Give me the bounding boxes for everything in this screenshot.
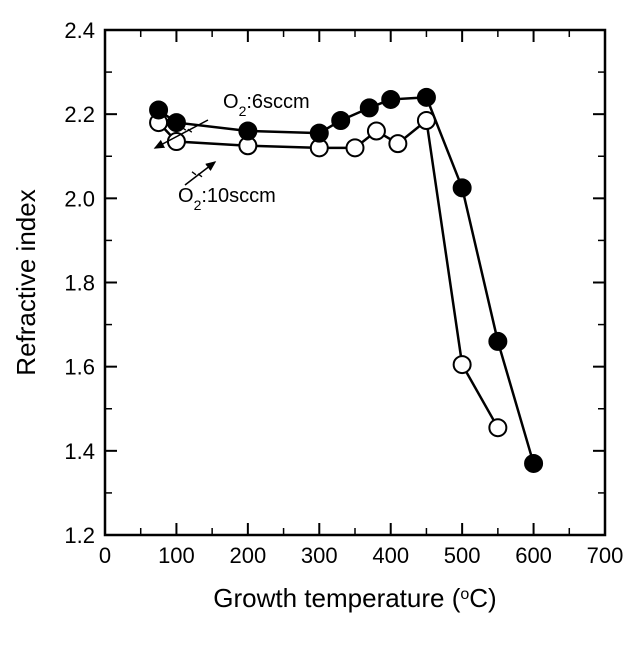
marker-O2_6sccm — [168, 114, 185, 131]
marker-O2_6sccm — [239, 123, 256, 140]
marker-O2_6sccm — [454, 179, 471, 196]
ytick-label: 1.4 — [64, 439, 95, 464]
xtick-label: 200 — [229, 543, 266, 568]
xtick-label: 100 — [158, 543, 195, 568]
marker-O2_6sccm — [382, 91, 399, 108]
xtick-label: 500 — [444, 543, 481, 568]
xtick-label: 400 — [372, 543, 409, 568]
xtick-label: 0 — [99, 543, 111, 568]
marker-O2_6sccm — [489, 333, 506, 350]
ytick-label-extra: 2.2 — [64, 102, 95, 127]
x-axis-label: Growth temperature (oC) — [213, 583, 496, 613]
marker-O2_10sccm — [389, 135, 406, 152]
marker-O2_6sccm — [525, 455, 542, 472]
ytick-label: 1.8 — [64, 271, 95, 296]
marker-O2_6sccm — [418, 89, 435, 106]
marker-O2_10sccm — [168, 133, 185, 150]
chart-svg: 0 100 200 300 400 500 600 700 1.2 1.4 1.6 1.8 2.0 2.4… — [0, 0, 640, 658]
ytick-label: 2.4 — [64, 18, 95, 43]
ytick-label: 2.0 — [64, 186, 95, 211]
xtick-label: 700 — [587, 543, 624, 568]
xtick-label: 300 — [301, 543, 338, 568]
marker-O2_10sccm — [454, 356, 471, 373]
marker-O2_10sccm — [489, 419, 506, 436]
marker-O2_6sccm — [361, 99, 378, 116]
marker-O2_6sccm — [150, 101, 167, 118]
chart-container: 0 100 200 300 400 500 600 700 1.2 1.4 1.6 1.8 2.0 2.4… — [0, 0, 640, 658]
ytick-label: 1.6 — [64, 355, 95, 380]
xtick-label: 600 — [515, 543, 552, 568]
marker-O2_10sccm — [368, 123, 385, 140]
marker-O2_6sccm — [332, 112, 349, 129]
marker-O2_10sccm — [347, 139, 364, 156]
marker-O2_6sccm — [311, 125, 328, 142]
ytick-label: 1.2 — [64, 523, 95, 548]
y-axis-label: Refractive index — [11, 189, 41, 375]
